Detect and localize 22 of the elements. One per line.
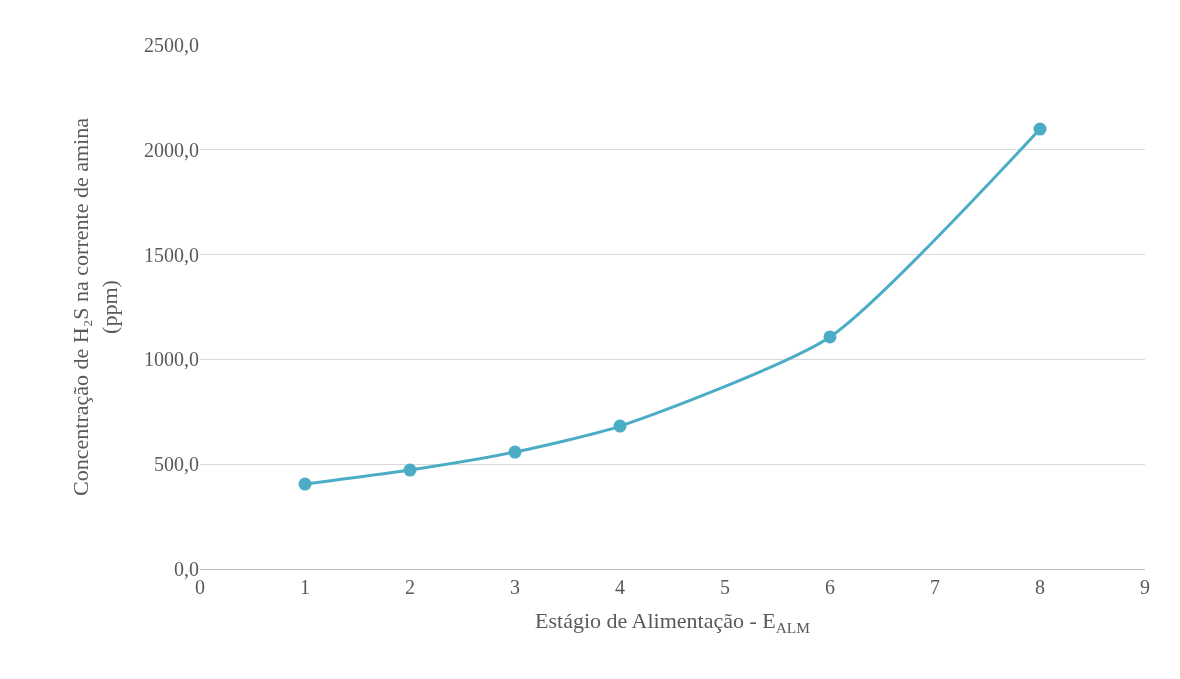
x-tick-label: 5 [720,576,730,598]
x-tick-label: 4 [615,576,625,598]
point [823,330,837,344]
x-tick-label: 8 [1035,576,1045,598]
x-tick-label: 3 [510,576,520,598]
y-tick-label: 2000,0 [144,138,199,161]
x-axis-title: Estágio de Alimentação - E$_{ALM}$ [535,607,811,636]
y-tick-label: 1000,0 [144,348,199,371]
y-tick-label: 2500,0 [144,34,199,56]
y-axis-title: Concentração de H₂S na corrente de amina (ppm) [68,117,122,496]
x-tick-label: 1 [300,576,310,598]
x-tick-label: 6 [825,576,835,598]
point [508,445,522,459]
x-tick-label: 7 [930,576,940,598]
point [403,463,417,477]
y-tick-label: 1500,0 [144,243,199,266]
x-tick-label: 9 [1140,576,1150,598]
point [1033,122,1047,136]
y-tick-label: 500,0 [154,453,199,476]
x-tick-label: 2 [405,576,415,598]
point [613,419,627,433]
point [298,477,312,491]
